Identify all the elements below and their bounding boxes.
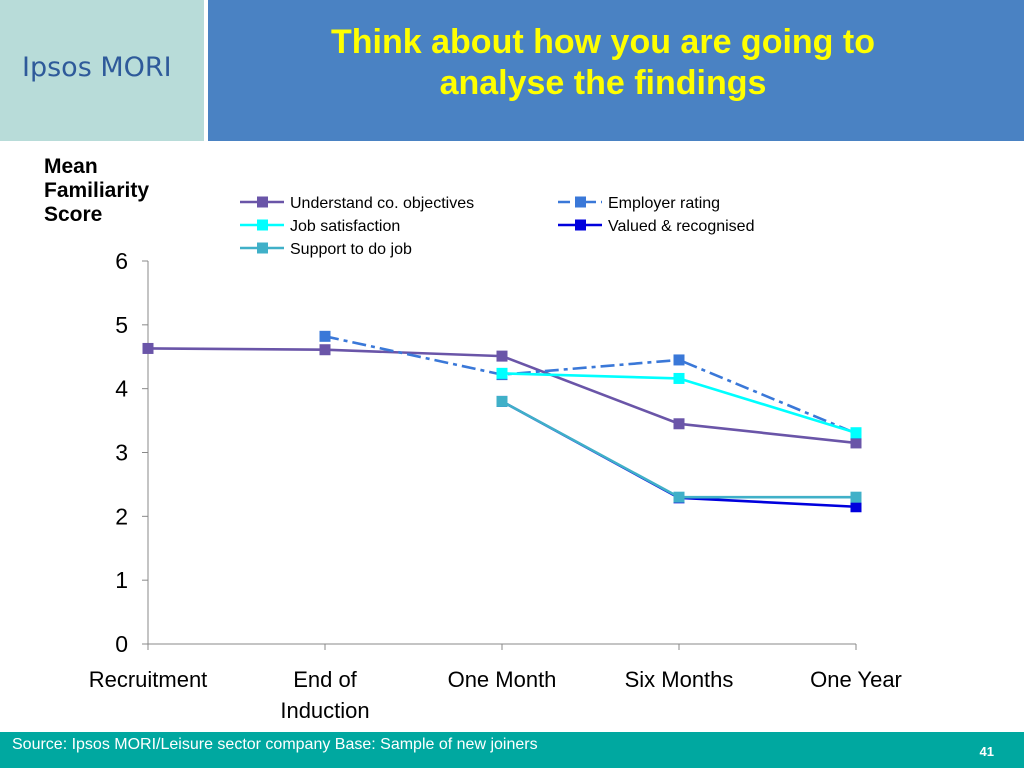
- y-tick-label: 4: [115, 376, 128, 402]
- y-tick-label: 5: [115, 312, 128, 338]
- title-line-2: analyse the findings: [439, 64, 767, 102]
- x-tick-label: One Year: [810, 667, 902, 692]
- logo-panel: Ipsos MORI: [0, 0, 204, 141]
- data-point: [319, 330, 331, 342]
- footer-bar: [0, 732, 1024, 768]
- y-tick-label: 1: [115, 567, 128, 593]
- header-band: [208, 0, 1024, 141]
- data-point: [850, 491, 862, 503]
- y-tick-label: 2: [115, 503, 128, 529]
- data-point: [496, 350, 508, 362]
- data-point: [850, 501, 862, 513]
- data-point: [496, 367, 508, 379]
- data-point: [850, 437, 862, 449]
- y-axis-label: Mean Familiarity Score: [44, 155, 204, 227]
- y-axis-label-line: Score: [44, 203, 103, 226]
- data-point: [673, 372, 685, 384]
- legend-label: Employer rating: [608, 195, 720, 212]
- data-point: [673, 418, 685, 430]
- ipsos-mori-logo: Ipsos MORI: [22, 52, 172, 83]
- legend-label: Support to do job: [290, 241, 412, 258]
- y-tick-label: 0: [115, 631, 128, 657]
- legend-marker: [257, 219, 268, 231]
- data-point: [673, 491, 685, 503]
- slide-title: Think about how you are going to analyse…: [208, 22, 998, 104]
- data-point: [142, 342, 154, 354]
- data-point: [496, 395, 508, 407]
- title-line-1: Think about how you are going to: [331, 23, 875, 61]
- line-chart: 0 1 2 3 4 5 6 Recruitment End of Induction One Mon…: [89, 195, 902, 723]
- page-number: 41: [979, 744, 994, 759]
- y-axis-label-line: Familiarity: [44, 179, 150, 202]
- data-point: [673, 354, 685, 366]
- legend-marker: [575, 219, 586, 231]
- legend-marker: [257, 242, 268, 254]
- data-point: [850, 427, 862, 439]
- legend-label: Understand co. objectives: [290, 195, 474, 212]
- x-tick-label: One Month: [448, 667, 557, 692]
- data-point: [319, 344, 331, 356]
- series-line: [324, 335, 857, 435]
- legend-label: Valued & recognised: [608, 218, 754, 235]
- legend-marker: [575, 196, 586, 208]
- source-note: Source: Ipsos MORI/Leisure sector compan…: [12, 736, 538, 753]
- y-axis-label-line: Mean: [44, 155, 98, 178]
- x-tick-label: Six Months: [625, 667, 734, 692]
- x-tick-label: Recruitment: [89, 667, 208, 692]
- x-tick-label: Induction: [280, 698, 369, 723]
- series-line: [147, 347, 857, 445]
- legend-marker: [257, 196, 268, 208]
- y-tick-label: 6: [115, 248, 128, 274]
- x-tick-label: End of: [293, 667, 357, 692]
- y-tick-label: 3: [115, 440, 128, 466]
- legend-label: Job satisfaction: [290, 218, 400, 235]
